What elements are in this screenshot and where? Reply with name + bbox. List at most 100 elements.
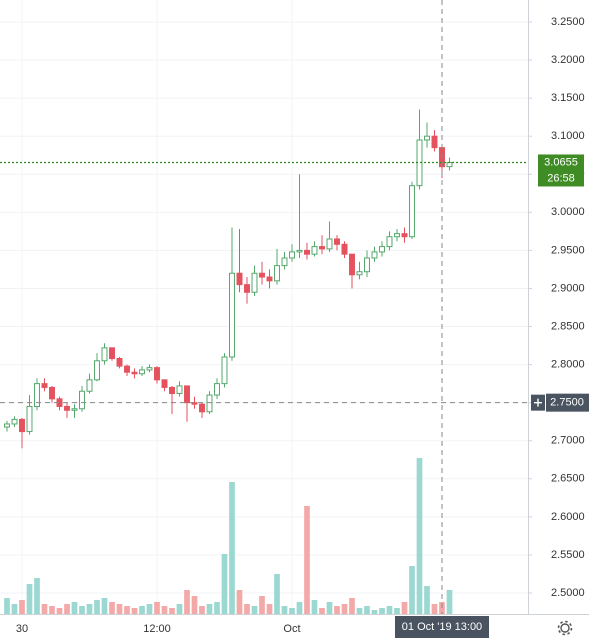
add-alert-button[interactable] [531, 394, 545, 411]
candle-body [4, 423, 10, 428]
volume-bar [394, 608, 400, 614]
candle-body [116, 358, 123, 367]
crosshair-time-box [394, 616, 489, 638]
volume-bar [424, 586, 430, 614]
candle-body [131, 371, 138, 375]
volume-bar [229, 482, 235, 614]
volume-bar [409, 566, 415, 614]
volume-bar [146, 604, 153, 614]
candle-body [124, 365, 130, 373]
volume-bar [41, 604, 48, 614]
last-price-box [538, 154, 584, 187]
volume-bar [416, 458, 423, 614]
volume-bar [221, 554, 228, 614]
candle-body [86, 379, 93, 392]
volume-bar [364, 606, 370, 614]
volume-bar [79, 606, 85, 614]
volume-bar [311, 600, 318, 614]
grid [0, 0, 528, 614]
candle-body [169, 386, 175, 395]
volume-bar [71, 602, 78, 614]
volume-bar [131, 608, 138, 614]
volume-bar [139, 606, 145, 614]
candle-body [79, 390, 85, 410]
crosshair-time-label: 01 Oct '19 13:00 [402, 621, 482, 633]
candle-body [34, 383, 40, 407]
candle-body [266, 276, 273, 282]
volume-bar [251, 606, 258, 614]
candle-body [424, 135, 430, 141]
y-tick-label: 2.7000 [551, 435, 585, 447]
volume-bar [289, 608, 295, 614]
volume-bar [401, 602, 408, 614]
volume-bar [341, 604, 348, 614]
volume-bar [334, 606, 340, 614]
y-tick-label: 2.6500 [551, 473, 585, 485]
candle-body [221, 356, 228, 385]
candle-body [139, 369, 145, 375]
volume-bar [116, 604, 123, 614]
volume-bar [304, 506, 310, 614]
candle-body [154, 367, 160, 381]
volume-bar [379, 608, 385, 614]
volume-bar [101, 598, 108, 614]
volume-bar [64, 604, 70, 614]
volume-bar [371, 610, 378, 614]
volume-bar [356, 608, 363, 614]
candle-body [161, 379, 168, 388]
volume-bar [386, 606, 393, 614]
volume-bar [446, 590, 453, 614]
y-tick-label: 3.1000 [551, 130, 585, 142]
volume-bar [184, 590, 190, 614]
y-tick-label: 3.2500 [551, 16, 585, 28]
candle-body [71, 408, 78, 411]
overlays [0, 0, 528, 614]
candle-body [296, 249, 303, 253]
y-tick-label: 3.1500 [551, 92, 585, 104]
candle-body [364, 257, 370, 273]
candles [4, 109, 453, 449]
volume-bar [266, 604, 273, 614]
volume-bar [214, 602, 220, 614]
candle-body [281, 257, 288, 267]
candle-body [394, 233, 400, 238]
last-price-label: 3.0655 [544, 156, 578, 168]
y-tick-label: 3.0000 [551, 206, 585, 218]
volume-bar [34, 578, 40, 614]
candle-body [199, 403, 205, 413]
candle-body [431, 135, 438, 149]
crosshair-price-box [546, 393, 589, 412]
candle-body [319, 246, 325, 250]
volume-bar [191, 596, 198, 614]
candle-body [334, 238, 340, 245]
candle-body [326, 238, 333, 250]
volume-bar [161, 606, 168, 614]
candle-body [49, 386, 55, 400]
volume-bar [154, 602, 160, 614]
volume-bar [169, 608, 175, 614]
candle-body [64, 405, 70, 411]
settings-button[interactable] [557, 620, 573, 636]
candle-body [101, 347, 108, 362]
candle-body [371, 251, 378, 259]
volume-bar [206, 604, 213, 614]
candle-body [214, 383, 220, 396]
candle-body [446, 161, 453, 168]
x-tick-label: Oct [283, 623, 300, 635]
volume-bar [124, 606, 130, 614]
y-tick-label: 2.5500 [551, 549, 585, 561]
candle-body [229, 272, 235, 358]
volume-bar [281, 606, 288, 614]
candle-body [386, 236, 393, 248]
candle-body [356, 271, 363, 276]
volume-bar [349, 598, 355, 614]
volume-bar [176, 604, 183, 614]
volume-bar [199, 606, 205, 614]
volume-bar [439, 602, 445, 614]
plus-icon [534, 398, 542, 407]
crosshair-price-label: 2.7500 [550, 397, 584, 409]
volume-bar [274, 574, 280, 614]
candle-body [146, 367, 153, 371]
